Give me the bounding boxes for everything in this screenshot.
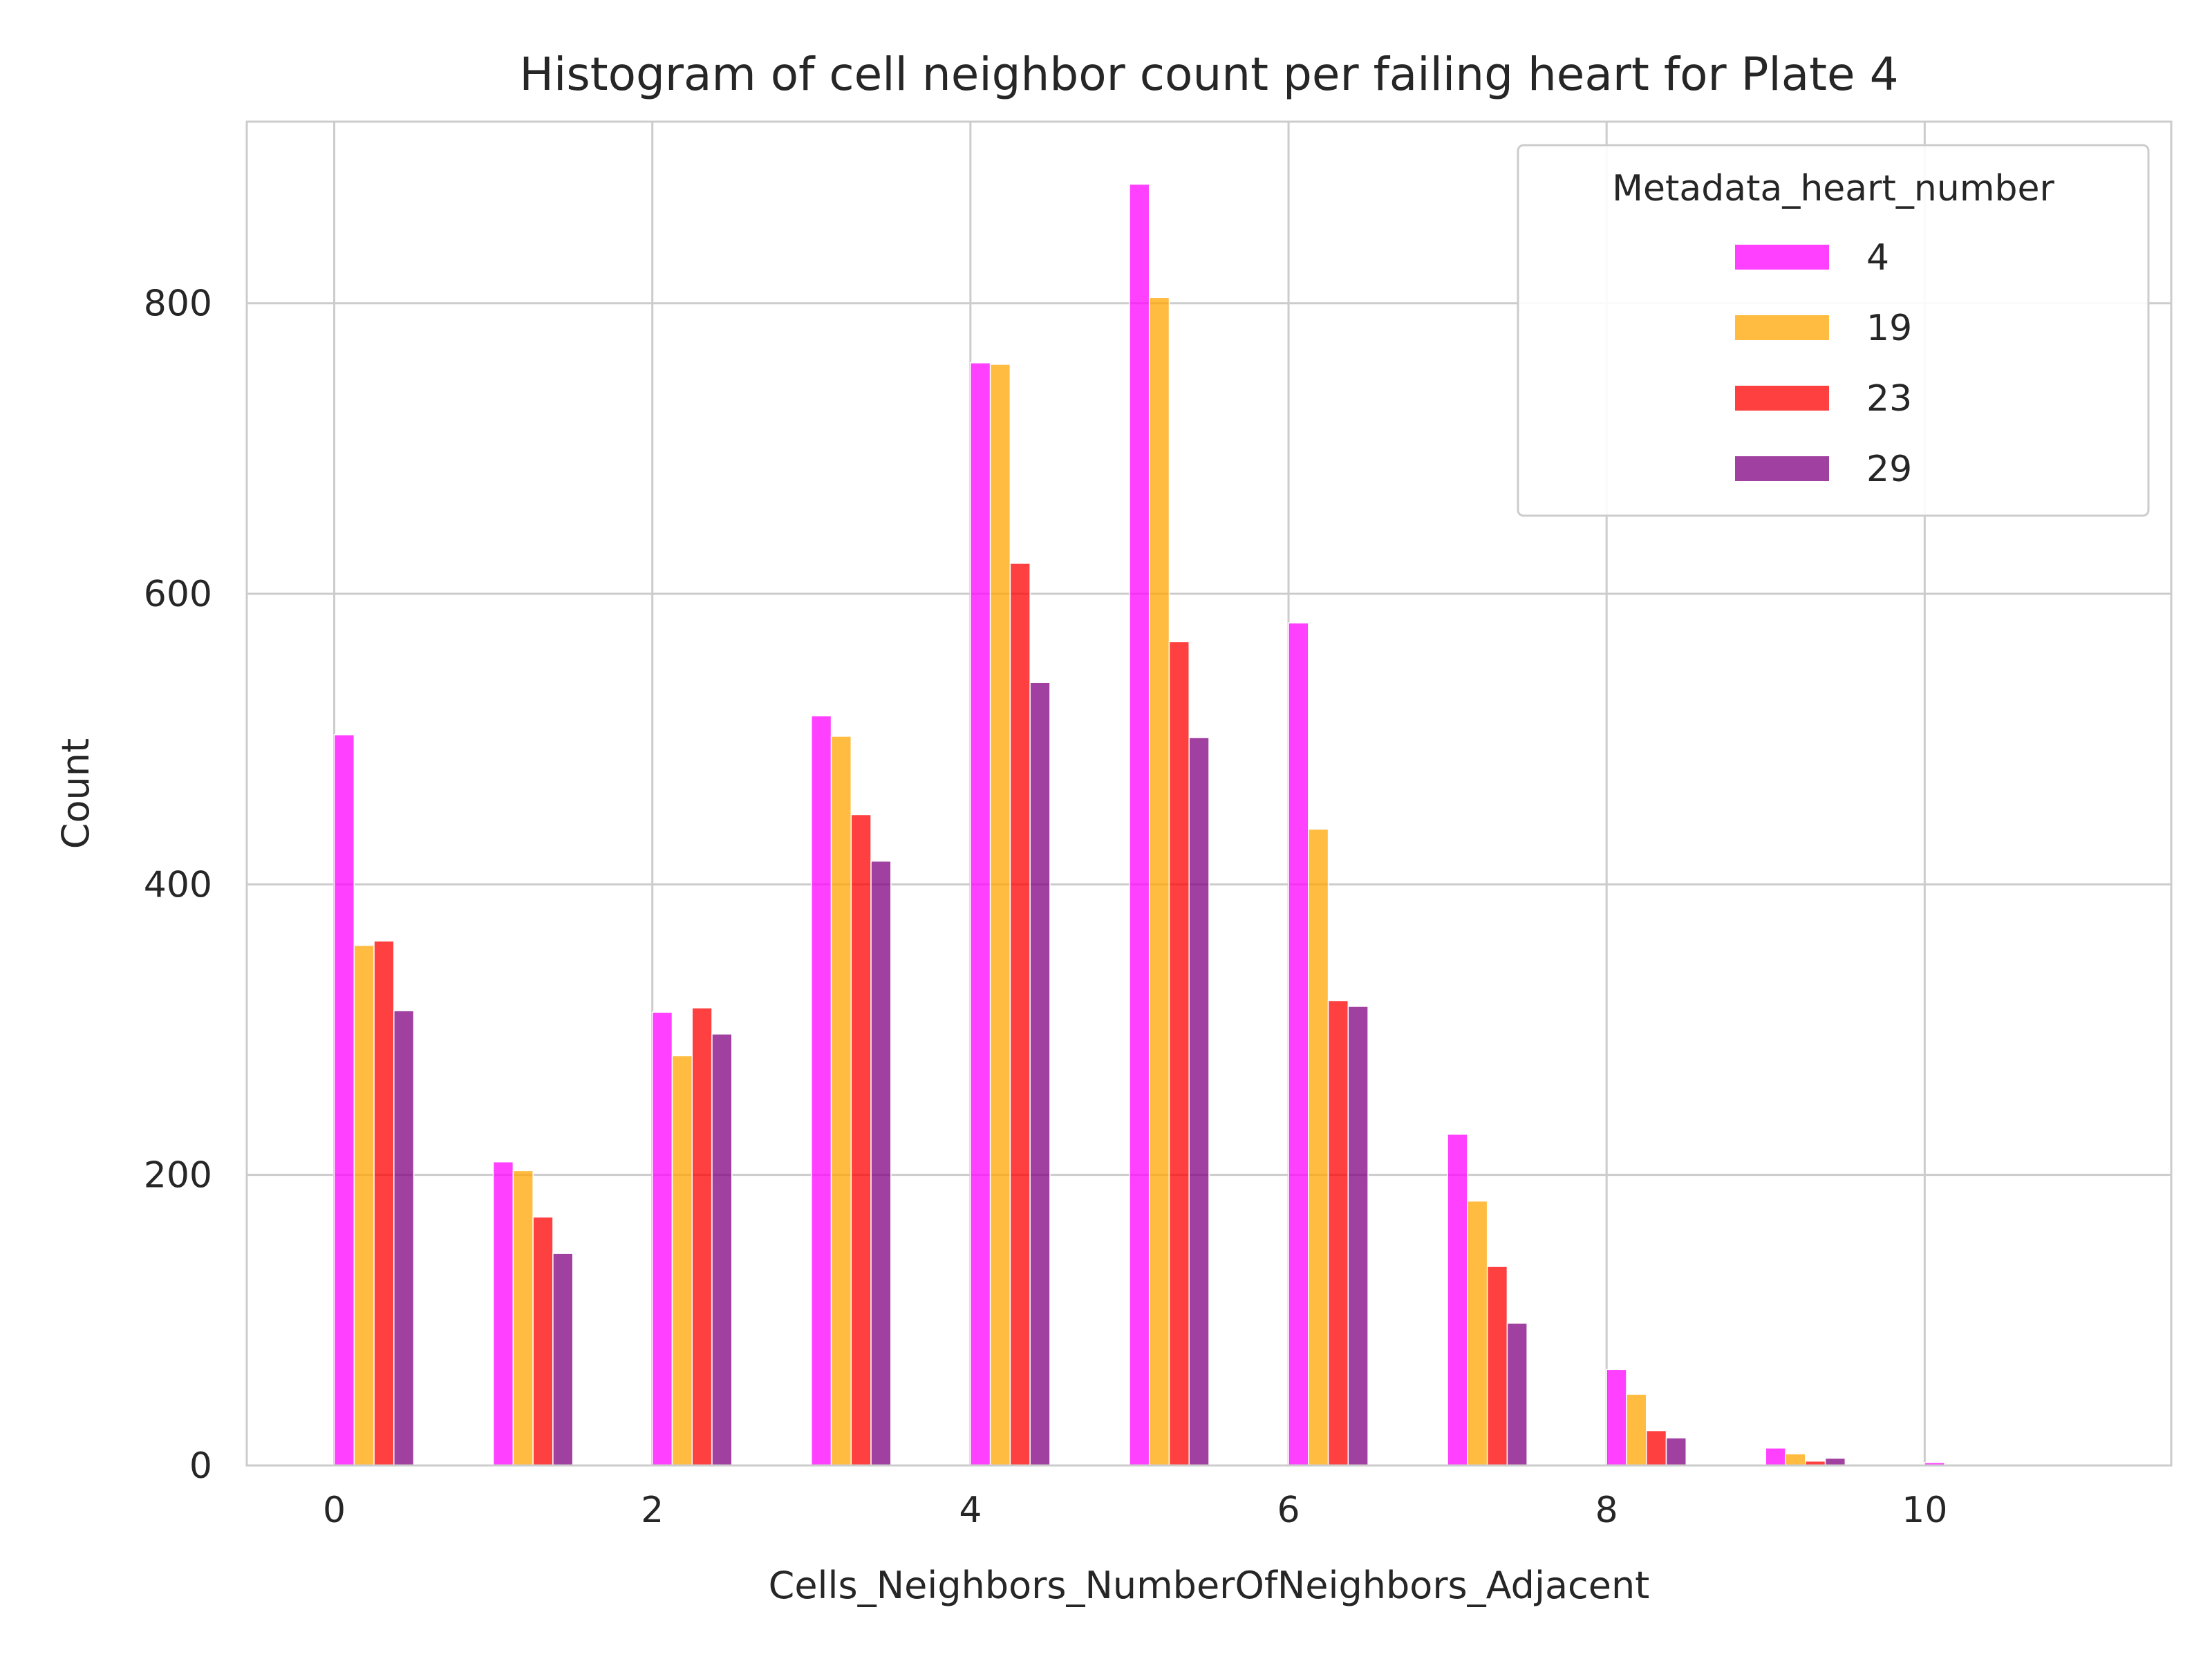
- legend-items: 4 19 23 29: [1735, 237, 1912, 490]
- bar-heart-4: [970, 362, 991, 1466]
- bar-heart-19: [353, 944, 375, 1466]
- x-axis-label: Cells_Neighbors_NumberOfNeighbors_Adjace…: [769, 1564, 1650, 1607]
- bar-heart-29: [1824, 1457, 1846, 1466]
- legend-label-29: 29: [1866, 449, 1912, 490]
- bar-heart-4: [1129, 183, 1150, 1466]
- bar-heart-29: [870, 860, 892, 1466]
- bar-heart-4: [811, 715, 832, 1466]
- bar-heart-23: [373, 940, 395, 1466]
- bar-heart-19: [671, 1055, 693, 1466]
- bar-heart-19: [1626, 1394, 1647, 1466]
- legend: Metadata_heart_number 4 19 23 29: [1517, 144, 2150, 517]
- bar-heart-4: [1447, 1134, 1468, 1466]
- bar-heart-23: [1486, 1266, 1508, 1466]
- y-tick-label: 800: [144, 283, 212, 325]
- legend-swatch-4: [1735, 245, 1829, 270]
- tick-labels: 0 2 4 6 8 10 0 200 400 600 800: [144, 283, 1948, 1531]
- bar-heart-4: [333, 734, 355, 1466]
- x-tick-label: 0: [323, 1490, 346, 1531]
- bar-heart-23: [532, 1216, 554, 1466]
- bar-heart-23: [1009, 563, 1031, 1466]
- bar-heart-19: [512, 1170, 534, 1466]
- x-tick-label: 8: [1595, 1490, 1618, 1531]
- bar-heart-29: [1506, 1322, 1528, 1466]
- legend-label-4: 4: [1866, 237, 1889, 279]
- y-tick-label: 0: [189, 1445, 212, 1487]
- bar-heart-4: [1606, 1369, 1627, 1466]
- bar-heart-29: [711, 1033, 733, 1466]
- bar-heart-4: [1288, 622, 1309, 1466]
- bar-heart-19: [830, 735, 852, 1466]
- bar-heart-19: [1785, 1453, 1806, 1466]
- legend-label-19: 19: [1866, 308, 1912, 349]
- x-tick-label: 2: [641, 1490, 664, 1531]
- bar-heart-29: [552, 1253, 574, 1466]
- bar-heart-23: [1645, 1430, 1667, 1466]
- y-axis-label: Count: [54, 738, 97, 849]
- legend-swatch-29: [1735, 456, 1829, 481]
- bar-heart-23: [850, 814, 872, 1466]
- bar-heart-19: [1308, 828, 1329, 1466]
- bar-heart-19: [1148, 297, 1170, 1466]
- legend-swatch-19: [1735, 315, 1829, 340]
- bar-heart-4: [1765, 1447, 1786, 1466]
- legend-swatch-23: [1735, 386, 1829, 411]
- bar-heart-29: [1029, 682, 1051, 1466]
- bar-heart-29: [1665, 1437, 1687, 1466]
- x-tick-label: 6: [1277, 1490, 1300, 1531]
- legend-box: [1517, 144, 2150, 517]
- bar-heart-23: [691, 1007, 713, 1466]
- y-tick-label: 400: [144, 864, 212, 906]
- bar-heart-23: [1327, 1000, 1349, 1466]
- bar-heart-29: [1188, 737, 1210, 1466]
- legend-label-23: 23: [1866, 378, 1912, 420]
- bar-heart-23: [1168, 641, 1190, 1466]
- bar-heart-4: [651, 1011, 673, 1466]
- bar-heart-29: [393, 1010, 415, 1466]
- bar-heart-29: [1347, 1006, 1369, 1466]
- y-tick-label: 200: [144, 1155, 212, 1197]
- legend-title: Metadata_heart_number: [1612, 168, 2054, 209]
- plot-frame: [245, 120, 2173, 1467]
- bar-heart-19: [1467, 1200, 1488, 1466]
- x-tick-label: 4: [959, 1490, 982, 1531]
- bar-heart-19: [989, 364, 1011, 1466]
- y-tick-label: 600: [144, 574, 212, 615]
- chart-title: Histogram of cell neighbor count per fai…: [519, 48, 1898, 101]
- x-tick-label: 10: [1902, 1490, 1947, 1531]
- bar-heart-4: [492, 1161, 514, 1466]
